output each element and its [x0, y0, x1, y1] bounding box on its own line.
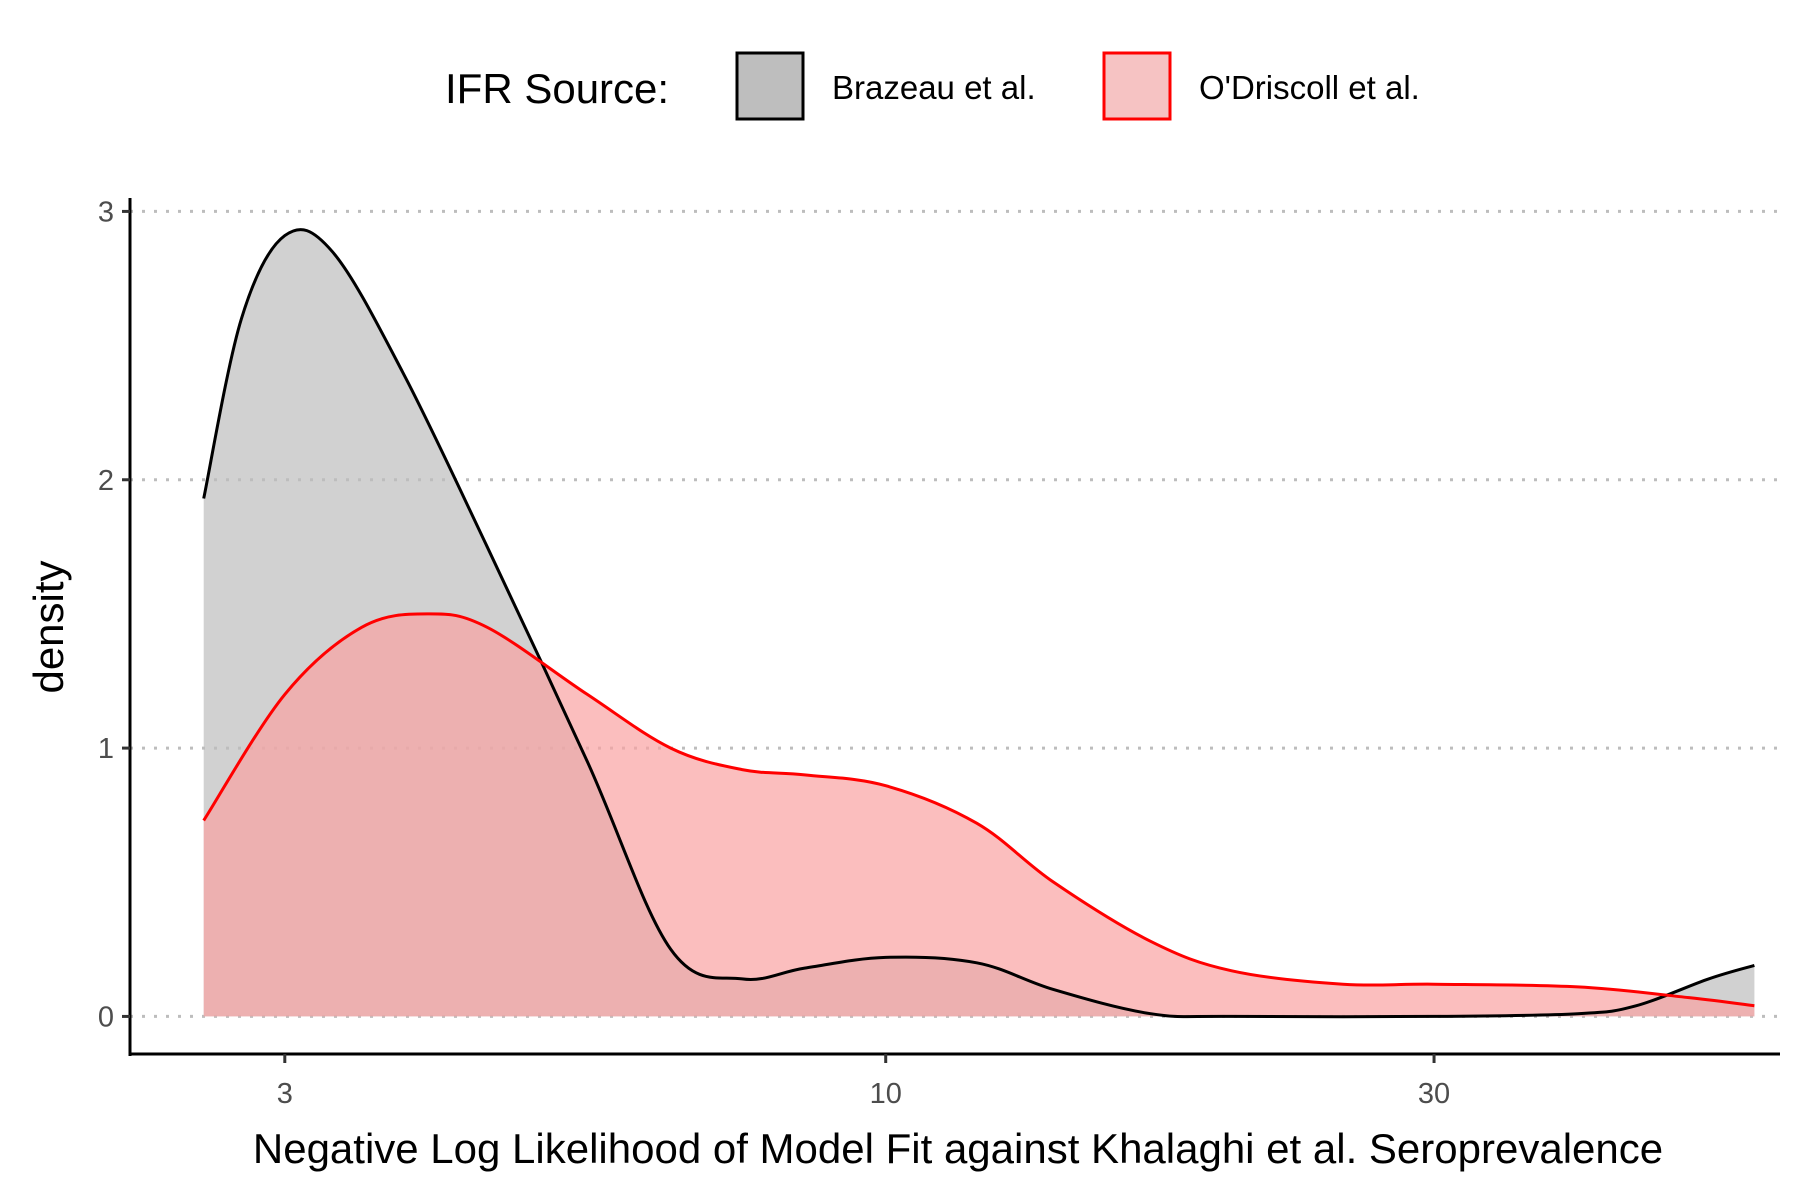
y-ticks: 0 1 2 3: [98, 196, 130, 1033]
legend-key-brazeau: [735, 51, 805, 121]
x-ticks: 3 10 30: [277, 1054, 1450, 1110]
legend-title: IFR Source:: [445, 65, 669, 112]
y-tick-label-2: 2: [98, 465, 114, 497]
line-odriscoll: [202, 612, 1755, 1008]
legend: IFR Source: Brazeau et al. O'Driscoll et…: [445, 51, 1420, 121]
y-axis-title: density: [25, 560, 72, 693]
x-tick-label-30: 30: [1418, 1078, 1450, 1110]
density-areas: [202, 228, 1755, 1019]
x-tick-label-3: 3: [277, 1078, 293, 1110]
legend-label-brazeau: Brazeau et al.: [832, 69, 1036, 106]
legend-label-odriscoll: O'Driscoll et al.: [1199, 69, 1420, 106]
y-tick-label-0: 0: [98, 1001, 114, 1033]
y-tick-label-3: 3: [98, 196, 114, 228]
y-tick-label-1: 1: [98, 733, 114, 765]
legend-key-odriscoll: [1102, 51, 1172, 121]
x-axis-title: Negative Log Likelihood of Model Fit aga…: [253, 1125, 1663, 1172]
line-brazeau: [202, 228, 1755, 1019]
area-odriscoll: [203, 613, 1755, 1017]
axes: [128, 198, 1780, 1056]
x-tick-label-10: 10: [870, 1078, 902, 1110]
